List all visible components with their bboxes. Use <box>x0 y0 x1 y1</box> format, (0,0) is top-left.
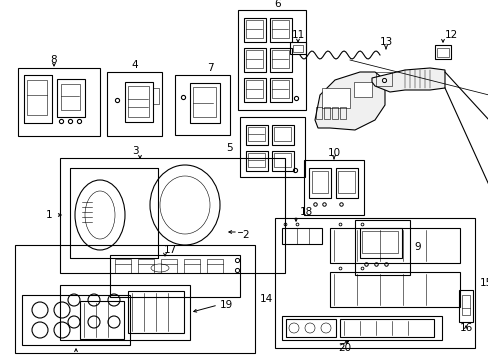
Bar <box>153 88 159 104</box>
Bar <box>271 151 293 171</box>
Bar <box>183 259 200 273</box>
Bar <box>206 259 223 273</box>
Bar <box>247 127 264 141</box>
Bar <box>60 285 190 340</box>
Bar <box>193 87 216 117</box>
Bar <box>331 107 337 119</box>
Bar <box>353 82 371 97</box>
Bar <box>57 79 85 117</box>
Bar <box>138 259 154 273</box>
Bar <box>273 127 290 141</box>
Bar <box>273 153 290 167</box>
Bar <box>115 259 131 273</box>
Bar <box>282 228 321 244</box>
Bar <box>245 50 263 68</box>
Bar <box>304 160 363 215</box>
Bar <box>282 316 441 340</box>
Bar <box>359 228 401 258</box>
Bar <box>245 151 267 171</box>
Bar <box>24 75 52 123</box>
Bar <box>245 80 263 98</box>
Bar <box>339 319 433 337</box>
Bar <box>269 18 291 42</box>
Bar <box>315 107 321 119</box>
Bar <box>245 20 263 38</box>
Bar <box>247 153 264 167</box>
Bar <box>22 295 130 345</box>
Bar <box>110 255 240 297</box>
Bar <box>271 20 288 38</box>
Bar <box>125 82 153 122</box>
Bar <box>15 245 254 353</box>
Bar <box>311 171 327 193</box>
Bar <box>329 272 459 307</box>
Bar <box>245 125 267 145</box>
Bar <box>289 42 305 54</box>
Bar <box>240 117 305 177</box>
Bar <box>337 171 354 193</box>
Text: 13: 13 <box>379 37 392 47</box>
Bar <box>335 168 357 198</box>
Bar <box>244 78 265 102</box>
Text: 10: 10 <box>327 148 340 158</box>
Polygon shape <box>314 72 384 130</box>
Text: 7: 7 <box>206 63 213 73</box>
Text: 20: 20 <box>337 343 350 353</box>
Text: 6: 6 <box>274 0 281 9</box>
Text: 12: 12 <box>444 30 457 40</box>
Bar <box>308 168 330 198</box>
Bar <box>434 45 450 59</box>
Bar <box>271 50 288 68</box>
Bar <box>339 107 346 119</box>
Bar <box>269 78 291 102</box>
Bar <box>361 231 397 253</box>
Text: 5: 5 <box>226 143 232 153</box>
Bar <box>128 86 149 117</box>
Bar <box>269 48 291 72</box>
Text: 19: 19 <box>220 300 233 310</box>
Bar <box>271 80 288 98</box>
Text: 3: 3 <box>131 146 138 156</box>
Bar <box>175 75 229 135</box>
Text: 1: 1 <box>45 210 52 220</box>
Text: 18: 18 <box>299 207 312 217</box>
Bar <box>271 125 293 145</box>
Text: 16: 16 <box>458 323 472 333</box>
Bar <box>458 290 472 322</box>
Bar <box>107 72 162 136</box>
Bar <box>61 84 80 110</box>
Bar <box>436 48 448 57</box>
Bar <box>292 45 303 52</box>
Text: 11: 11 <box>291 30 304 40</box>
Bar <box>244 18 265 42</box>
Text: 15: 15 <box>479 278 488 288</box>
Text: 8: 8 <box>51 55 57 65</box>
Text: 2: 2 <box>242 230 248 240</box>
Bar <box>329 228 459 263</box>
Bar <box>285 319 335 337</box>
Text: 4: 4 <box>131 60 138 70</box>
Bar <box>190 83 220 123</box>
Text: 14: 14 <box>260 294 273 304</box>
Bar <box>244 48 265 72</box>
Bar <box>324 107 329 119</box>
Bar <box>60 158 285 273</box>
Bar <box>80 301 124 339</box>
Bar <box>238 10 305 110</box>
Bar <box>27 80 47 115</box>
Bar <box>161 259 177 273</box>
Text: 9: 9 <box>413 243 420 252</box>
Text: 17: 17 <box>163 245 176 255</box>
Bar <box>70 168 158 258</box>
Bar <box>274 218 474 348</box>
Bar <box>18 68 100 136</box>
Bar <box>354 220 409 275</box>
Polygon shape <box>371 68 444 92</box>
Bar <box>128 291 183 333</box>
Bar <box>321 88 349 108</box>
Bar <box>375 72 391 86</box>
Bar <box>461 295 469 315</box>
